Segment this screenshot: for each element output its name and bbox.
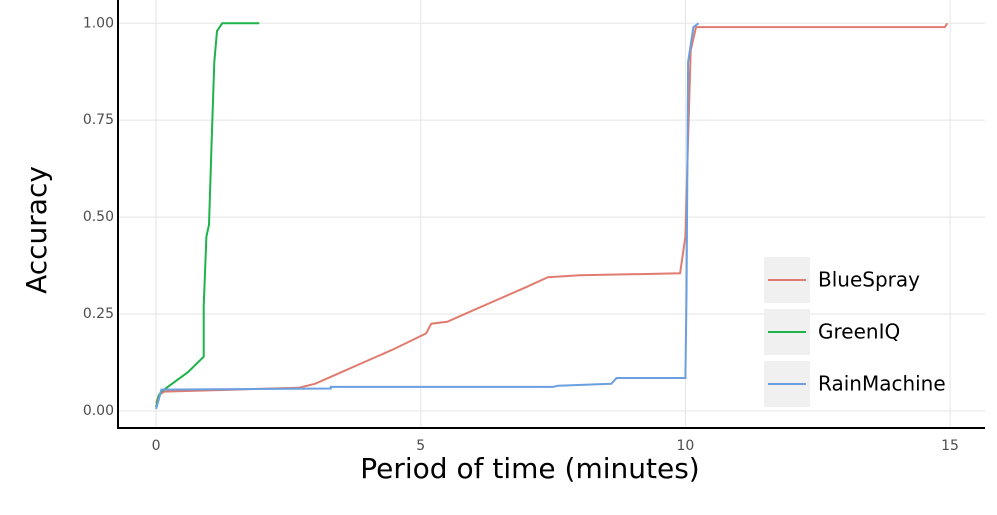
- y-tick-label: 0.25: [83, 306, 114, 322]
- y-tick-label: 0.00: [83, 403, 114, 419]
- legend-label: GreenIQ: [818, 320, 900, 344]
- line: [155, 22, 700, 410]
- x-axis-title: Period of time (minutes): [360, 452, 699, 485]
- y-axis-title: Accuracy: [20, 166, 53, 294]
- y-tick-label: 1.00: [83, 15, 114, 31]
- x-tick-label: 5: [416, 438, 425, 454]
- x-tick-label: 15: [941, 438, 959, 454]
- line: [155, 22, 949, 404]
- y-tick-label: 0.75: [83, 112, 114, 128]
- line: [155, 22, 260, 408]
- x-tick-label: 10: [676, 438, 694, 454]
- legend-label: BlueSpray: [818, 268, 920, 292]
- legend-label: RainMachine: [818, 372, 946, 396]
- x-tick-label: 0: [152, 438, 161, 454]
- y-tick-label: 0.50: [83, 209, 114, 225]
